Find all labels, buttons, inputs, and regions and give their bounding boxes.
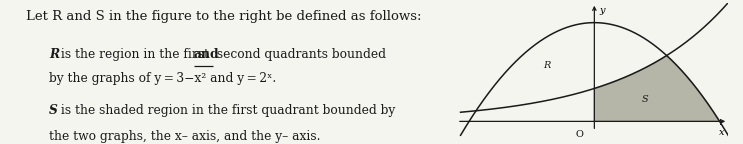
Text: S: S — [49, 104, 58, 117]
Text: is the shaded region in the first quadrant bounded by: is the shaded region in the first quadra… — [57, 104, 395, 117]
Text: Let R and S in the figure to the right be defined as follows:: Let R and S in the figure to the right b… — [26, 10, 421, 23]
Text: S: S — [642, 95, 649, 105]
Text: the two graphs, the x– axis, and the y– axis.: the two graphs, the x– axis, and the y– … — [49, 130, 320, 143]
Text: second quadrants bounded: second quadrants bounded — [213, 48, 386, 60]
Text: is the region in the first: is the region in the first — [57, 48, 213, 60]
Text: y: y — [600, 6, 605, 15]
Text: x: x — [719, 128, 724, 137]
Polygon shape — [594, 56, 720, 121]
Text: O: O — [576, 130, 583, 139]
Text: R: R — [544, 61, 551, 70]
Text: R: R — [49, 48, 59, 60]
Text: by the graphs of y = 3−x² and y = 2ˣ.: by the graphs of y = 3−x² and y = 2ˣ. — [49, 72, 276, 85]
Text: and: and — [193, 48, 219, 60]
